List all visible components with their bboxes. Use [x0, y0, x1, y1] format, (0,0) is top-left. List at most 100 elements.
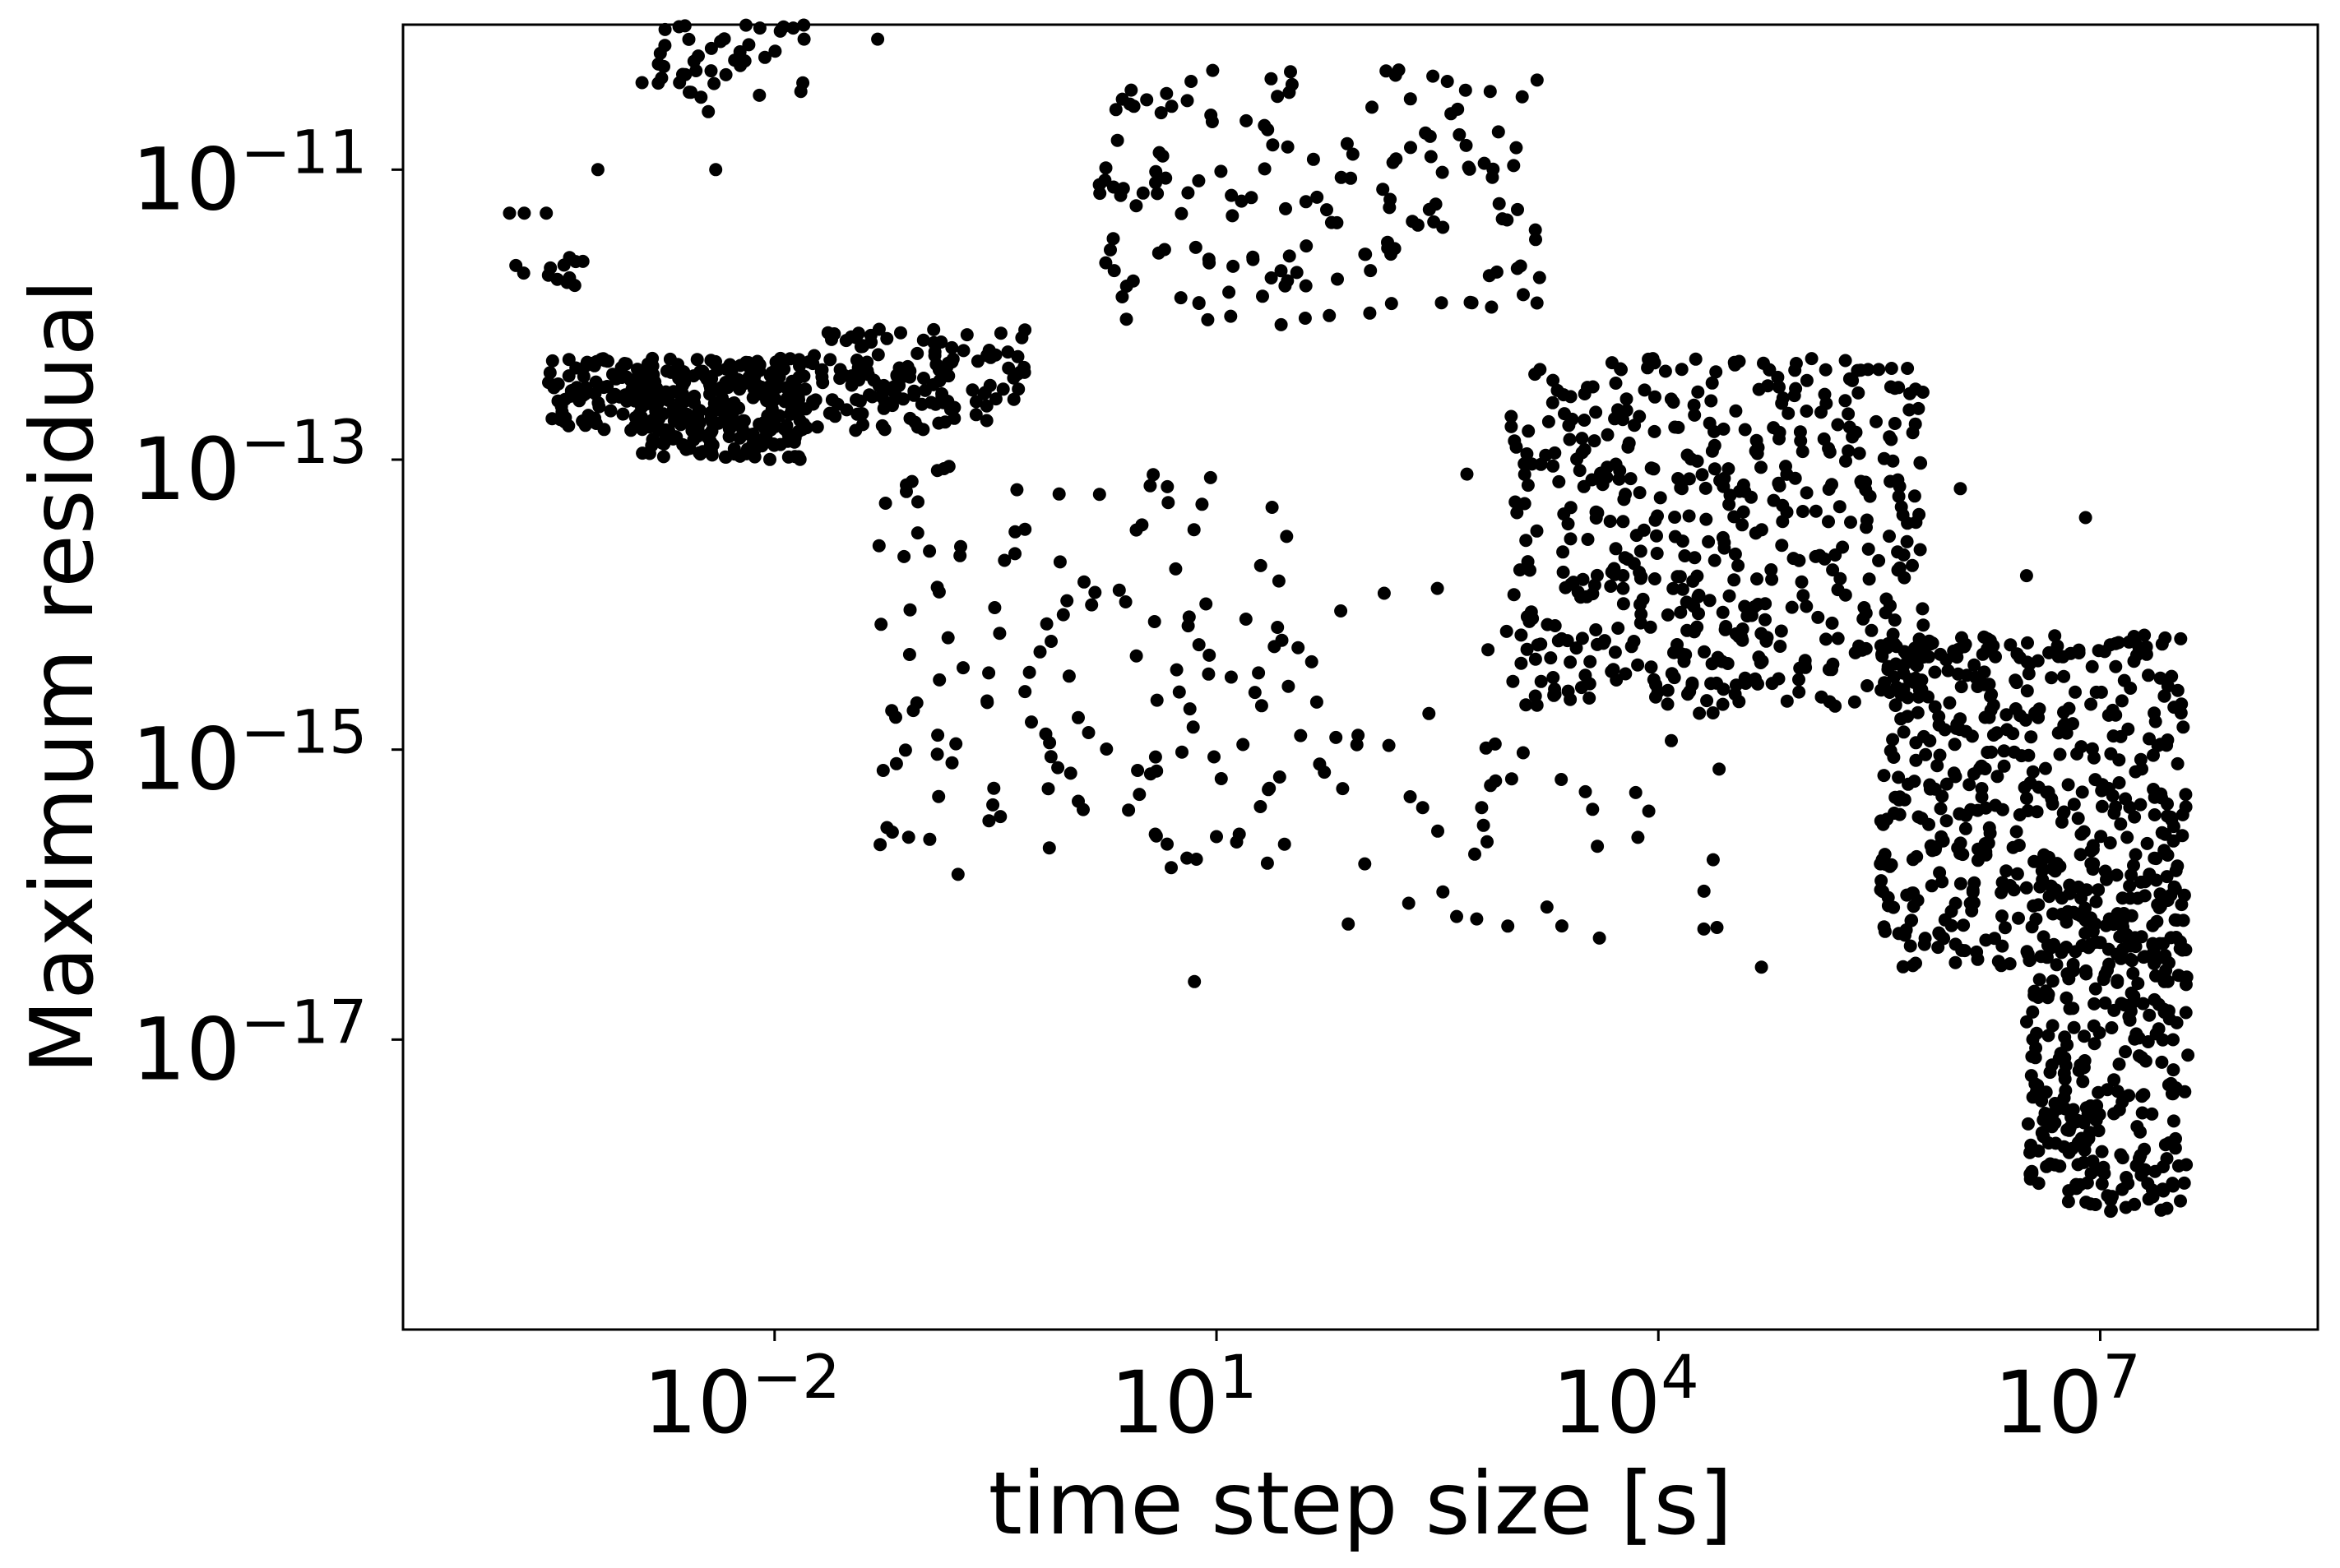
data-point-625: [1129, 523, 1143, 537]
data-point-637: [1281, 679, 1295, 693]
data-point-1097: [1884, 432, 1898, 446]
data-point-823: [1383, 201, 1397, 215]
data-point-2212: [1828, 699, 1842, 713]
data-point-828: [1440, 75, 1454, 88]
data-point-2055: [2041, 1136, 2055, 1150]
data-point-1266: [1831, 583, 1845, 597]
data-point-802: [1136, 186, 1150, 200]
data-point-1804: [2050, 958, 2064, 972]
data-point-1052: [1571, 585, 1585, 599]
data-point-2002: [2124, 1004, 2138, 1018]
data-point-2210: [1592, 931, 1606, 945]
data-point-1248: [1578, 668, 1592, 682]
data-point-2156: [1358, 857, 1372, 871]
plot-frame: [401, 23, 2319, 1331]
data-point-1181: [1514, 656, 1528, 670]
data-point-340: [667, 401, 680, 415]
data-point-2079: [2032, 1144, 2046, 1158]
data-point-794: [1214, 164, 1228, 178]
data-point-58: [570, 381, 584, 395]
data-point-1752: [1970, 945, 1984, 959]
data-point-847: [1485, 170, 1499, 184]
data-point-715: [1458, 83, 1472, 97]
data-point-1816: [1981, 746, 1995, 759]
data-point-1111: [1872, 553, 1886, 567]
data-point-943: [1611, 622, 1625, 635]
data-point-525: [1122, 803, 1136, 817]
data-point-1339: [1650, 547, 1664, 560]
data-point-654: [704, 41, 718, 55]
data-point-1184: [1818, 552, 1832, 566]
data-point-65: [609, 372, 623, 386]
data-point-1123: [1831, 631, 1845, 645]
data-point-789: [1126, 274, 1140, 288]
data-point-475: [994, 326, 1008, 340]
data-point-787: [1465, 296, 1479, 310]
data-point-485: [1017, 360, 1031, 374]
data-point-1264: [1851, 363, 1865, 377]
data-point-1691: [2057, 669, 2071, 683]
data-point-1401: [1874, 683, 1888, 697]
data-point-451: [1007, 371, 1021, 385]
data-point-768: [1192, 173, 1206, 187]
data-point-1476: [1930, 759, 1944, 773]
y-tick-label-2: 10−15: [132, 698, 367, 810]
data-point-1617: [1948, 955, 1962, 969]
data-point-2076: [2023, 953, 2037, 967]
data-point-2100: [2053, 1159, 2067, 1173]
data-point-874: [1839, 454, 1852, 468]
data-point-2158: [1291, 641, 1305, 654]
data-point-488: [903, 370, 917, 384]
data-point-1336: [1859, 641, 1873, 655]
data-point-11: [563, 251, 577, 265]
data-point-2069: [2079, 964, 2093, 978]
data-point-1703: [1947, 766, 1961, 780]
data-point-710: [1384, 297, 1398, 311]
data-point-1247: [1751, 441, 1765, 455]
data-point-1146: [1794, 434, 1808, 448]
data-point-2177: [1528, 689, 1542, 703]
data-point-2094: [2066, 1103, 2080, 1117]
data-point-693: [1206, 63, 1220, 77]
data-point-2087: [2104, 1203, 2118, 1217]
data-point-659: [797, 18, 811, 32]
data-point-1775: [1915, 812, 1929, 826]
data-point-979: [1682, 472, 1696, 486]
data-point-1133: [1708, 462, 1721, 476]
data-point-347: [703, 387, 716, 401]
data-point-2101: [2082, 940, 2096, 954]
data-point-330: [713, 398, 727, 411]
data-point-1287: [1763, 363, 1777, 377]
data-point-1355: [1896, 960, 1910, 974]
data-point-1082: [1771, 370, 1785, 384]
data-point-2142: [1377, 586, 1391, 600]
data-point-2093: [2041, 988, 2055, 1001]
data-point-755: [1509, 141, 1523, 155]
data-point-640: [906, 704, 920, 718]
data-point-1117: [1735, 518, 1749, 532]
data-point-1436: [1907, 775, 1921, 789]
data-point-754: [1274, 317, 1288, 331]
data-point-1079: [1814, 690, 1828, 704]
data-point-1432: [2176, 720, 2190, 734]
data-point-537: [923, 544, 937, 558]
data-point-1094: [1650, 529, 1663, 543]
data-point-1640: [2111, 636, 2125, 650]
data-point-1040: [1772, 672, 1786, 686]
data-point-1385: [1911, 705, 1925, 719]
data-point-64: [562, 353, 576, 367]
data-point-1219: [1776, 515, 1790, 529]
data-point-521: [1265, 501, 1279, 514]
data-point-581: [937, 462, 951, 475]
data-point-1277: [1772, 479, 1786, 493]
data-point-1350: [1728, 358, 1742, 372]
data-point-809: [1160, 86, 1174, 100]
data-point-2170: [1294, 728, 1308, 742]
data-point-1738: [2153, 738, 2167, 752]
data-point-1733: [2000, 723, 2014, 737]
data-point-819: [1093, 187, 1107, 201]
data-point-576: [889, 710, 902, 724]
data-point-1978: [2171, 969, 2185, 983]
data-point-2041: [2058, 1030, 2072, 1044]
data-point-735: [1483, 85, 1497, 99]
